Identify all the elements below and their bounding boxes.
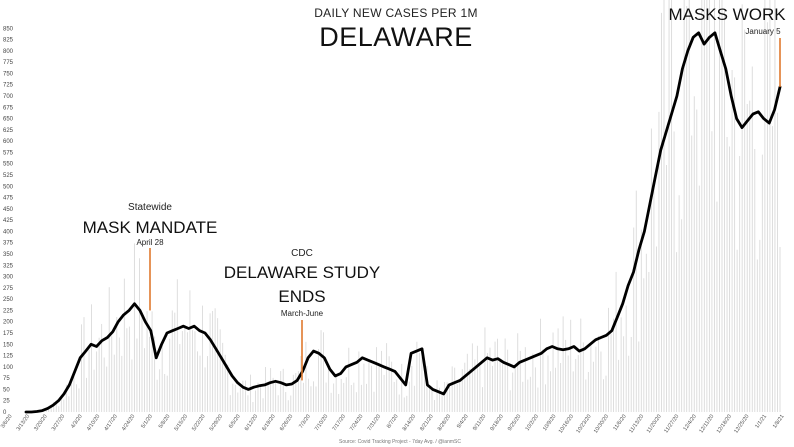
y-tick-label: 700	[3, 94, 14, 100]
x-tick-label: 3/27/20	[51, 414, 66, 432]
annotation-delaware-study: DELAWARE STUDY	[224, 263, 381, 282]
x-tick-label: 10/30/20	[593, 414, 610, 435]
x-tick-label: 3/20/20	[33, 414, 48, 432]
y-tick-label: 225	[3, 308, 14, 314]
y-tick-label: 725	[3, 83, 14, 89]
x-tick-label: 3/13/20	[16, 414, 31, 432]
y-tick-label: 175	[3, 331, 14, 337]
y-tick-label: 525	[3, 173, 14, 179]
y-tick-label: 350	[3, 252, 14, 258]
x-tick-label: 6/12/20	[244, 414, 259, 432]
x-tick-label: 9/4/20	[456, 414, 470, 430]
source-footer: Source: Covid Tracking Project - 7day Av…	[339, 439, 461, 445]
x-tick-label: 12/11/20	[698, 414, 715, 435]
x-tick-label: 12/25/20	[733, 414, 750, 435]
y-tick-label: 275	[3, 286, 14, 292]
x-tick-label: 11/20/20	[646, 414, 663, 435]
x-tick-label: 12/18/20	[716, 414, 733, 435]
chart-title: DELAWARE	[319, 22, 473, 52]
y-tick-label: 600	[3, 139, 14, 145]
x-tick-label: 4/24/20	[121, 414, 136, 432]
y-tick-label: 850	[3, 26, 14, 32]
y-tick-label: 75	[3, 376, 10, 382]
y-tick-label: 250	[3, 297, 14, 303]
annotation-march-june: March-June	[281, 309, 324, 318]
x-tick-label: 1/1/21	[754, 414, 768, 430]
x-tick-label: 7/10/20	[314, 414, 329, 432]
x-tick-label: 4/10/20	[86, 414, 101, 432]
annotation-mask-mandate: MASK MANDATE	[83, 218, 218, 237]
x-axis: 3/6/20 3/13/20 3/20/20 3/27/20 4/3/20 4/10/20…	[0, 414, 786, 435]
y-tick-label: 825	[3, 38, 14, 44]
x-tick-label: 5/29/20	[209, 414, 224, 432]
y-tick-label: 0	[3, 410, 7, 416]
y-tick-label: 575	[3, 150, 14, 156]
y-tick-label: 325	[3, 263, 14, 269]
x-tick-label: 7/17/20	[332, 414, 347, 432]
y-tick-label: 750	[3, 71, 14, 77]
y-tick-label: 800	[3, 49, 14, 55]
y-tick-label: 200	[3, 320, 14, 326]
x-tick-label: 10/23/20	[575, 414, 592, 435]
chart-subtitle: DAILY NEW CASES PER 1M	[314, 6, 478, 20]
x-tick-label: 11/27/20	[663, 414, 680, 435]
seven-day-avg-line	[24, 31, 782, 414]
x-tick-label: 8/28/20	[437, 414, 452, 432]
x-tick-label: 7/3/20	[298, 414, 312, 430]
daily-bars	[33, 0, 781, 412]
x-tick-label: 7/31/20	[367, 414, 382, 432]
x-tick-label: 11/6/20	[613, 414, 628, 432]
x-tick-label: 5/22/20	[191, 414, 206, 432]
x-tick-label: 9/18/20	[489, 414, 504, 432]
y-tick-label: 150	[3, 342, 14, 348]
x-tick-label: 5/8/20	[158, 414, 172, 430]
x-tick-label: 8/14/20	[402, 414, 417, 432]
y-tick-label: 125	[3, 354, 14, 360]
x-tick-label: 1/8/21	[772, 414, 786, 430]
annotation-cdc: CDC	[291, 248, 313, 259]
x-tick-label: 3/6/20	[0, 414, 14, 430]
x-tick-label: 4/17/20	[103, 414, 118, 432]
x-tick-label: 7/24/20	[349, 414, 364, 432]
x-tick-label: 6/19/20	[261, 414, 276, 432]
x-tick-label: 8/21/20	[419, 414, 434, 432]
y-tick-label: 550	[3, 162, 14, 168]
y-tick-label: 450	[3, 207, 14, 213]
x-tick-label: 10/2/20	[525, 414, 540, 432]
y-tick-label: 375	[3, 241, 14, 247]
x-tick-label: 8/7/20	[386, 414, 400, 430]
y-tick-label: 50	[3, 387, 10, 393]
y-tick-label: 675	[3, 105, 14, 111]
y-axis: 0 25 50 75 100 125 150 175 200 225 250 275 300 325 350…	[3, 26, 14, 416]
x-tick-label: 9/11/20	[472, 414, 487, 432]
y-tick-label: 775	[3, 60, 14, 66]
y-tick-label: 25	[3, 399, 10, 405]
x-tick-label: 12/4/20	[682, 414, 697, 432]
x-tick-label: 10/9/20	[542, 414, 557, 432]
x-tick-label: 9/25/20	[507, 414, 522, 432]
x-tick-label: 5/15/20	[174, 414, 189, 432]
annotation-april-date: April 28	[136, 238, 164, 247]
y-tick-label: 500	[3, 184, 14, 190]
x-tick-label: 11/13/20	[628, 414, 645, 435]
y-tick-label: 475	[3, 196, 14, 202]
x-tick-label: 6/5/20	[228, 414, 242, 430]
x-tick-label: 4/3/20	[70, 414, 84, 430]
x-tick-label: 6/26/20	[279, 414, 294, 432]
annotation-statewide: Statewide	[128, 202, 172, 213]
y-tick-label: 625	[3, 128, 14, 134]
y-tick-label: 400	[3, 229, 14, 235]
y-tick-label: 300	[3, 275, 14, 281]
annotation-masks-work: MASKS WORK	[668, 5, 786, 24]
annotation-ends: ENDS	[278, 287, 325, 306]
y-tick-label: 650	[3, 117, 14, 123]
y-tick-label: 425	[3, 218, 14, 224]
x-tick-label: 10/16/20	[558, 414, 575, 435]
x-tick-label: 5/1/20	[140, 414, 154, 430]
annotation-january-date: January 5	[745, 27, 781, 36]
y-tick-label: 100	[3, 365, 14, 371]
